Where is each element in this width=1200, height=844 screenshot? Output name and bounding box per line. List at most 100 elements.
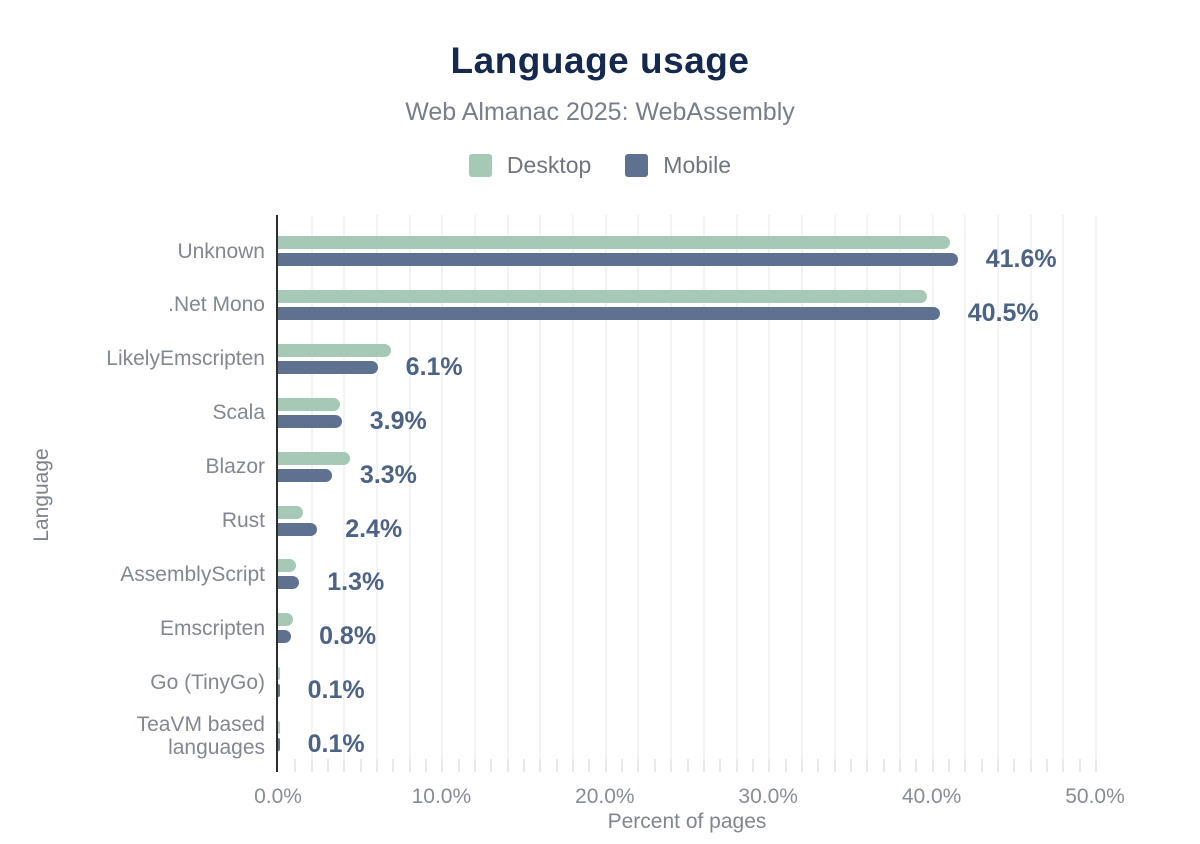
desktop-bar-5[interactable] [278, 505, 303, 519]
x-minor-tick [604, 759, 607, 772]
x-minor-tick [327, 759, 330, 772]
value-label-6: 1.3% [327, 568, 385, 597]
x-tick-label-3: 30.0% [738, 785, 798, 808]
x-minor-tick [898, 759, 901, 772]
mobile-bar-7[interactable] [278, 630, 292, 644]
value-label-2: 6.1% [405, 352, 463, 381]
value-label-8: 0.1% [307, 676, 365, 705]
gridline [310, 215, 313, 772]
x-minor-tick [686, 759, 689, 772]
desktop-bar-8[interactable] [278, 667, 280, 681]
legend-swatch-mobile [625, 154, 649, 177]
x-minor-tick [392, 759, 395, 772]
x-minor-tick [702, 759, 705, 772]
value-label-3: 3.9% [369, 406, 427, 435]
x-tick-label-4: 40.0% [901, 785, 962, 808]
x-minor-tick [572, 759, 575, 772]
category-label-6: AssemblyScript [120, 562, 265, 586]
gridline [1062, 215, 1065, 772]
gridline [996, 215, 999, 772]
gridline [604, 215, 607, 772]
x-axis-title: Percent of pages [607, 810, 767, 833]
gridline [768, 215, 771, 772]
value-label-1: 40.5% [967, 298, 1039, 327]
value-label-9: 0.1% [307, 730, 365, 759]
category-label-8: Go (TinyGo) [150, 670, 265, 694]
chart-title: Language usage [450, 40, 750, 81]
x-minor-tick [457, 759, 460, 772]
category-label-4: Blazor [205, 455, 265, 479]
x-minor-tick [817, 759, 820, 772]
x-minor-tick [490, 759, 493, 772]
gridline [572, 215, 575, 772]
mobile-bar-9[interactable] [278, 738, 280, 752]
x-minor-tick [866, 759, 869, 772]
legend-item-mobile: Mobile [625, 152, 731, 179]
desktop-bar-2[interactable] [278, 343, 391, 357]
desktop-bar-0[interactable] [278, 236, 950, 249]
category-label-3: Scala [212, 401, 265, 425]
desktop-bar-9[interactable] [278, 721, 280, 735]
legend: Desktop Mobile [0, 152, 1200, 179]
x-minor-tick [751, 759, 754, 772]
x-minor-tick [1095, 759, 1097, 772]
x-minor-tick [719, 759, 722, 772]
chart-subtitle: Web Almanac 2025: WebAssembly [405, 98, 795, 126]
gridline [408, 215, 411, 772]
desktop-bar-6[interactable] [278, 559, 296, 573]
mobile-bar-8[interactable] [278, 684, 280, 698]
x-tick-label-2: 20.0% [575, 785, 635, 808]
x-minor-tick [310, 759, 313, 772]
x-minor-tick [980, 759, 983, 772]
legend-swatch-desktop [468, 154, 492, 177]
gridline [441, 215, 444, 772]
x-minor-tick [408, 759, 411, 772]
x-tick-label-5: 50.0% [1065, 785, 1125, 808]
gridline [506, 215, 509, 772]
x-minor-tick [996, 759, 999, 772]
legend-item-desktop: Desktop [468, 152, 591, 179]
x-minor-tick [555, 759, 558, 772]
x-tick-label-1: 10.0% [411, 785, 472, 808]
x-minor-tick [523, 759, 526, 772]
x-minor-tick [849, 759, 852, 772]
value-label-5: 2.4% [345, 514, 403, 543]
x-minor-tick [637, 759, 640, 772]
gridline [1029, 215, 1032, 772]
category-label-2: LikelyEmscripten [106, 347, 265, 371]
mobile-bar-1[interactable] [278, 306, 940, 320]
desktop-bar-3[interactable] [278, 397, 341, 411]
mobile-bar-6[interactable] [278, 576, 300, 590]
gridline [539, 215, 542, 772]
gridline [376, 215, 379, 772]
y-axis-line [276, 215, 278, 772]
x-minor-tick [359, 759, 362, 772]
mobile-bar-0[interactable] [278, 253, 958, 266]
gridline [866, 215, 869, 772]
value-label-0: 41.6% [985, 245, 1057, 273]
x-minor-tick [1062, 759, 1065, 772]
gridline [735, 215, 738, 772]
x-minor-tick [735, 759, 738, 772]
mobile-bar-2[interactable] [278, 360, 378, 374]
desktop-bar-7[interactable] [278, 613, 293, 627]
gridline [931, 215, 934, 772]
desktop-bar-4[interactable] [278, 451, 350, 465]
mobile-bar-5[interactable] [278, 522, 318, 536]
x-minor-tick [343, 759, 346, 772]
x-minor-tick [931, 759, 934, 772]
gridline [343, 215, 346, 772]
x-minor-tick [474, 759, 477, 772]
gridline [964, 215, 967, 772]
x-minor-tick [1013, 759, 1016, 772]
x-minor-tick [1045, 759, 1048, 772]
desktop-bar-1[interactable] [278, 289, 927, 303]
x-minor-tick [1029, 759, 1032, 772]
value-label-4: 3.3% [359, 460, 417, 489]
mobile-bar-4[interactable] [278, 468, 332, 482]
x-minor-tick [915, 759, 918, 772]
x-minor-tick [800, 759, 803, 772]
mobile-bar-3[interactable] [278, 414, 342, 428]
x-minor-tick [947, 759, 950, 772]
